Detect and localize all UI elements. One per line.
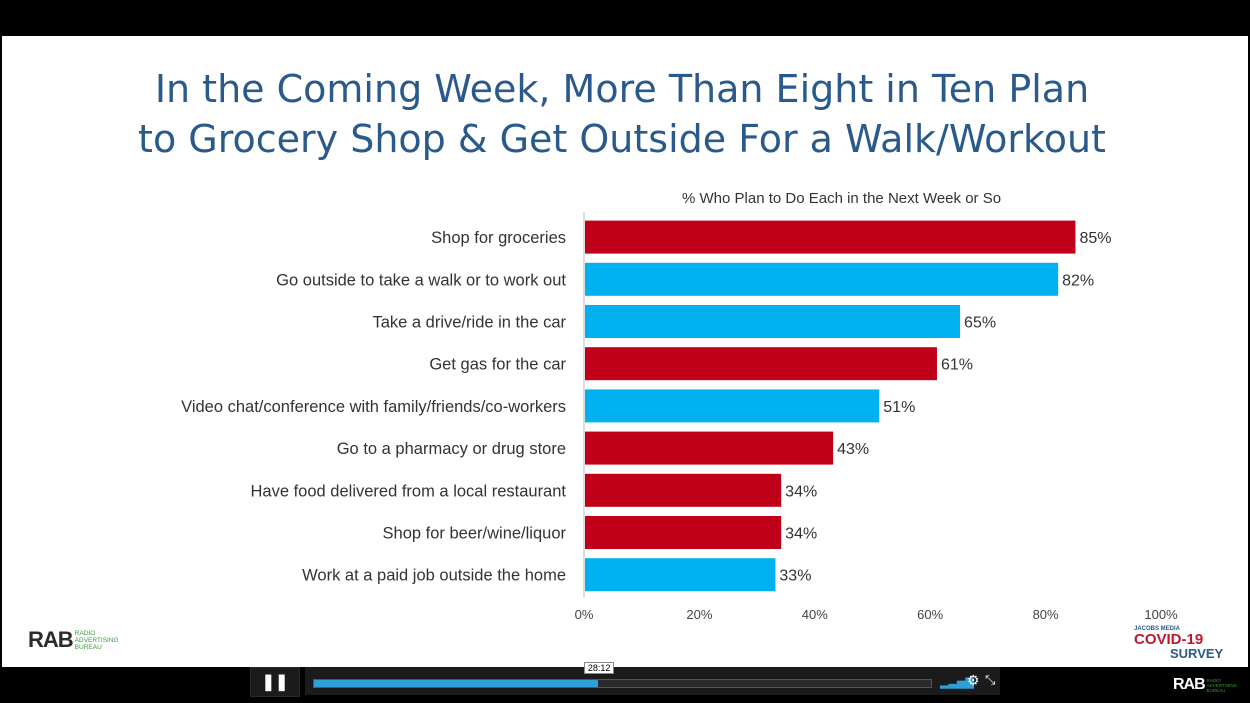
- data-label: 61%: [941, 357, 973, 374]
- data-label: 34%: [785, 526, 817, 543]
- covid-logo-big: COVID-19: [1134, 631, 1204, 648]
- data-label: 51%: [883, 399, 915, 416]
- bar: [585, 347, 937, 381]
- fullscreen-exit-icon[interactable]: ⤡: [985, 672, 996, 687]
- category-label: Video chat/conference with family/friend…: [181, 398, 566, 416]
- slide-title: In the Coming Week, More Than Eight in T…: [2, 64, 1242, 164]
- category-label: Go outside to take a walk or to work out: [276, 271, 566, 289]
- volume-icon[interactable]: ▂▃▅▇: [940, 677, 974, 689]
- gear-icon[interactable]: ⚙: [967, 672, 980, 688]
- x-tick-label: 60%: [917, 607, 943, 622]
- data-label: 85%: [1079, 230, 1111, 247]
- bar: [585, 558, 776, 592]
- time-tooltip: 28:12: [583, 662, 615, 674]
- bar: [585, 262, 1059, 296]
- rab-logo-text: RAB: [28, 627, 74, 652]
- x-tick-label: 80%: [1033, 607, 1059, 622]
- x-tick-label: 100%: [1144, 607, 1178, 622]
- title-line-2: to Grocery Shop & Get Outside For a Walk…: [138, 117, 1106, 161]
- rab-corner-subtext: RADIO ADVERTISING BUREAU: [1206, 677, 1238, 693]
- bar: [585, 516, 782, 549]
- category-label: Take a drive/ride in the car: [372, 314, 566, 332]
- video-controls: ❚❚ 28:12 ▂▃▅▇ ⚙ ⤡: [250, 662, 1000, 698]
- rab-logo-subtext: RADIO ADVERTISING BUREAU: [74, 629, 119, 651]
- seek-bar-progress: [314, 680, 598, 687]
- covid-survey-logo: JACOBS MEDIA COVID-19 SURVEY: [1134, 626, 1223, 661]
- covid-logo-survey: SURVEY: [1170, 646, 1224, 661]
- rab-corner-text: RAB: [1173, 676, 1206, 693]
- data-label: 43%: [837, 441, 869, 458]
- bar-chart: Shop for groceries 85% Go outside to take …: [181, 212, 1178, 622]
- data-label: 82%: [1062, 272, 1094, 289]
- bar: [585, 431, 834, 465]
- rab-logo: RAB RADIO ADVERTISING BUREAU: [28, 627, 135, 653]
- slide: In the Coming Week, More Than Eight in T…: [2, 36, 1248, 667]
- bar: [585, 305, 961, 338]
- category-label: Shop for groceries: [431, 229, 566, 247]
- category-label: Have food delivered from a local restaur…: [251, 482, 567, 500]
- x-tick-label: 0%: [575, 607, 594, 622]
- category-label: Go to a pharmacy or drug store: [337, 440, 566, 458]
- pause-icon: ❚❚: [261, 674, 289, 691]
- category-label: Work at a paid job outside the home: [302, 567, 566, 585]
- x-tick-label: 40%: [802, 607, 828, 622]
- data-label: 33%: [779, 568, 811, 585]
- category-label: Shop for beer/wine/liquor: [383, 525, 567, 543]
- category-label: Get gas for the car: [429, 356, 566, 374]
- data-label: 34%: [785, 483, 817, 500]
- covid-logo-small: JACOBS MEDIA: [1134, 626, 1181, 632]
- bar: [585, 389, 880, 423]
- data-label: 65%: [964, 315, 996, 332]
- chart-subtitle: % Who Plan to Do Each in the Next Week o…: [682, 190, 1002, 207]
- pause-button[interactable]: ❚❚: [250, 667, 300, 697]
- seek-bar-container: 28:12 ▂▃▅▇ ⚙ ⤡: [305, 662, 1000, 695]
- bar: [585, 473, 782, 507]
- seek-bar[interactable]: 28:12: [313, 662, 932, 688]
- title-line-1: In the Coming Week, More Than Eight in T…: [154, 67, 1090, 111]
- rab-corner-logo: RAB RADIO ADVERTISING BUREAU: [1173, 676, 1237, 694]
- bar: [585, 220, 1076, 254]
- x-tick-label: 20%: [686, 607, 712, 622]
